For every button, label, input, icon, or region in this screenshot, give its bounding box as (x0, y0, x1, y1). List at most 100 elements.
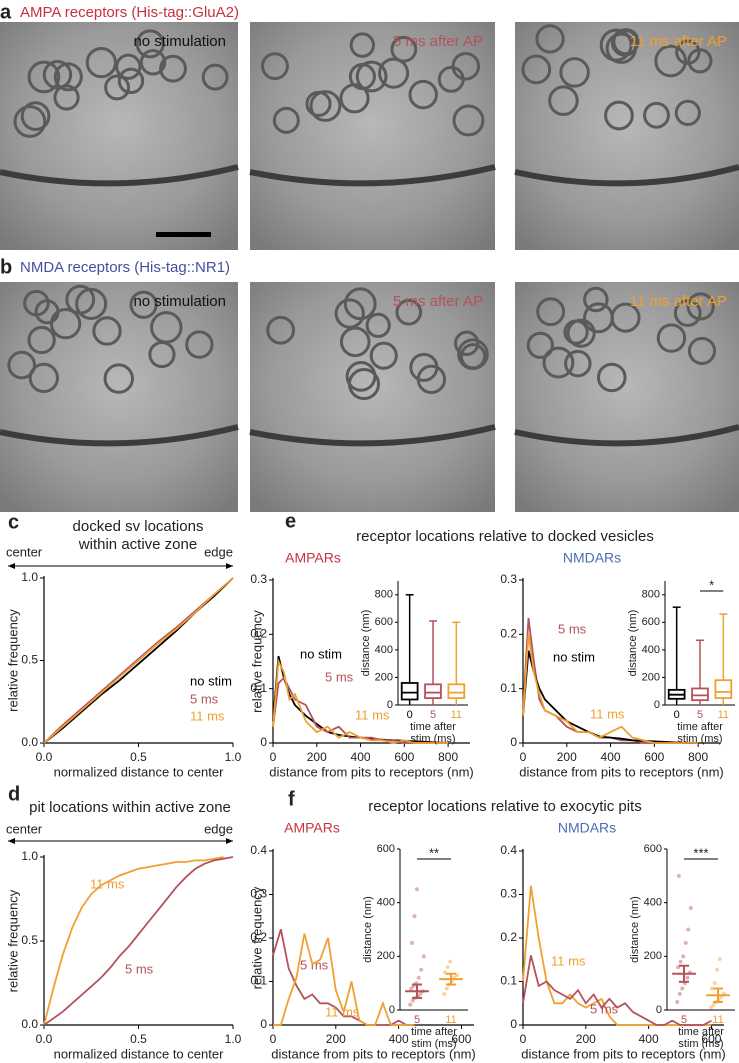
x-tick-label: 11 (445, 1014, 456, 1026)
point (408, 1002, 413, 1007)
micrograph-label: no stimulation (133, 293, 226, 310)
annotation: center (6, 544, 43, 559)
series-label: 5 ms (558, 621, 587, 636)
series-label: 11 ms (325, 1004, 360, 1019)
series-line (43, 577, 234, 744)
vesicle (526, 331, 554, 359)
x-tick-label: 200 (576, 1032, 596, 1046)
y-axis-label: distance (nm) (360, 610, 372, 677)
series-label: no stim (553, 649, 595, 664)
y-tick-label: 0.2 (500, 627, 517, 641)
series-line (522, 955, 712, 1026)
x-axis-label: distance from pits to receptors (nm) (521, 1046, 725, 1061)
vesicle (409, 352, 439, 382)
vesicle (103, 363, 134, 394)
x-axis-label: stim (ms) (411, 1038, 456, 1050)
vesicle (339, 326, 371, 358)
y-tick-label: 0 (260, 1017, 267, 1031)
x-tick-label: 0.5 (130, 1032, 147, 1046)
vesicle (20, 101, 51, 131)
y-tick-label: 0.3 (250, 887, 267, 901)
series-label: 5 ms (325, 669, 354, 684)
y-tick-label: 0 (260, 735, 267, 749)
x-axis-label: distance from pits to receptors (nm) (269, 764, 473, 779)
x-tick-label: 5 (414, 1014, 420, 1026)
vesicle (548, 85, 579, 116)
chart-subtitle: AMPARs (284, 820, 340, 836)
y-tick-label: 200 (377, 950, 395, 962)
y-tick-label: 400 (375, 644, 393, 656)
y-tick-label: 0.1 (250, 974, 267, 988)
vesicle (687, 336, 717, 366)
vesicle (610, 302, 641, 333)
point (680, 986, 685, 991)
significance: * (709, 577, 714, 592)
point (686, 927, 691, 932)
panel-letter: c (8, 511, 19, 533)
vesicle (454, 330, 480, 356)
y-tick-label: 0.2 (500, 930, 517, 944)
y-tick-label: 0.1 (250, 681, 267, 695)
y-tick-label: 600 (644, 843, 662, 855)
vesicle (139, 49, 167, 76)
micrograph-label: 5 ms after AP (393, 33, 483, 50)
x-tick-label: 200 (557, 750, 577, 764)
y-tick-label: 400 (644, 897, 662, 909)
x-tick-label: 0.0 (36, 1032, 53, 1046)
vesicle (654, 44, 687, 78)
y-tick-label: 200 (642, 671, 660, 683)
micrograph-label: no stimulation (133, 33, 226, 50)
y-tick-label: 0 (510, 735, 517, 749)
vesicle (201, 63, 229, 91)
series-label: no stim (300, 646, 342, 661)
series-line (273, 933, 415, 1026)
series-label: 11 ms (190, 708, 225, 723)
series-label: 5 ms (300, 957, 329, 972)
point (683, 940, 688, 945)
x-tick-label: 600 (394, 750, 414, 764)
vesicle (334, 298, 365, 329)
x-tick-label: 600 (451, 1032, 471, 1046)
y-tick-label: 0.1 (500, 681, 517, 695)
y-axis-label: relative frequency (5, 609, 20, 712)
box (714, 679, 733, 700)
y-tick-label: 0.5 (21, 653, 38, 667)
vesicle (566, 318, 596, 348)
membrane (0, 164, 239, 187)
x-axis-label: stim (ms) (677, 733, 722, 745)
vesicle (369, 341, 398, 370)
vesicle (261, 52, 289, 81)
x-axis-label: distance from pits to receptors (nm) (271, 1046, 475, 1061)
vesicle (521, 54, 552, 85)
point (409, 940, 414, 945)
x-tick-label: 800 (688, 750, 708, 764)
series-label: 5 ms (125, 961, 154, 976)
vesicle (75, 287, 108, 320)
y-axis-label: distance (nm) (362, 896, 374, 963)
y-tick-label: 0.2 (250, 930, 267, 944)
y-tick-label: 0.0 (21, 1017, 38, 1031)
point (711, 1002, 716, 1007)
y-tick-label: 0.3 (500, 887, 517, 901)
y-tick-label: 0.4 (500, 843, 517, 857)
point (676, 873, 681, 878)
scale-bar (156, 232, 211, 237)
vesicle (13, 105, 47, 138)
x-tick-label: 1.0 (225, 1032, 242, 1046)
series-line (522, 634, 699, 744)
series-label: 11 ms (590, 706, 625, 721)
x-axis-label: time after (411, 1026, 457, 1038)
vesicle (452, 104, 485, 137)
x-tick-label: 1.0 (225, 750, 242, 764)
point (709, 1005, 714, 1010)
x-tick-label: 800 (438, 750, 458, 764)
x-tick-label: 0 (270, 750, 277, 764)
x-tick-label: 600 (644, 750, 664, 764)
y-tick-label: 1.0 (21, 849, 38, 863)
x-tick-label: 400 (601, 750, 621, 764)
y-tick-label: 200 (644, 950, 662, 962)
x-axis-label: distance from pits to receptors (nm) (519, 764, 723, 779)
vesicle (583, 286, 609, 313)
y-tick-label: 200 (375, 671, 393, 683)
